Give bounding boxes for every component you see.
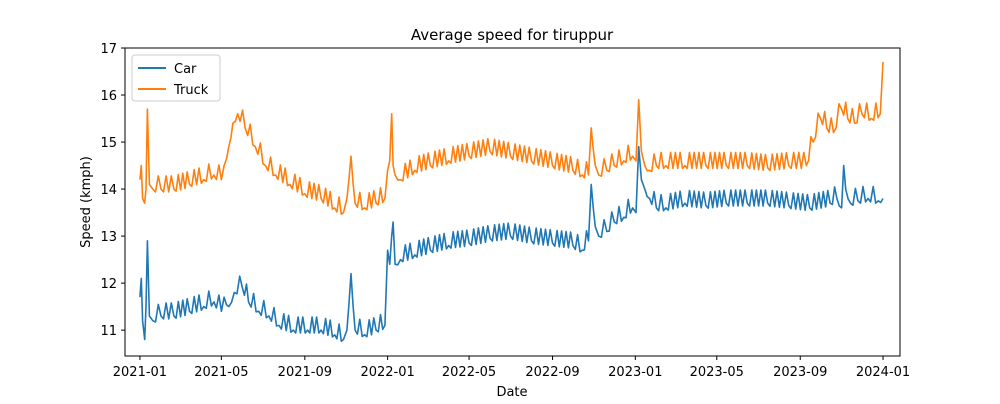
x-tick-label: 2021-09 bbox=[278, 365, 332, 380]
x-tick-label: 2024-01 bbox=[856, 365, 910, 380]
legend: Car Truck bbox=[131, 54, 221, 102]
y-tick-label: 12 bbox=[100, 277, 117, 292]
y-tick-label: 14 bbox=[100, 183, 117, 198]
y-axis-label: Speed (kmph) bbox=[79, 156, 94, 248]
series-line-truck bbox=[139, 62, 884, 215]
x-tick-label: 2022-05 bbox=[442, 365, 496, 380]
y-tick-label: 16 bbox=[100, 89, 117, 104]
x-tick-label: 2021-01 bbox=[113, 365, 167, 380]
x-tick-label: 2022-09 bbox=[525, 365, 579, 380]
x-tick-label: 2023-01 bbox=[608, 365, 662, 380]
y-tick-label: 13 bbox=[100, 230, 117, 245]
legend-label-car: Car bbox=[174, 62, 197, 77]
x-tick-label: 2023-09 bbox=[773, 365, 827, 380]
axes-frame bbox=[124, 47, 901, 357]
x-axis-label: Date bbox=[496, 385, 527, 400]
series-line-car bbox=[139, 145, 884, 343]
plot-area bbox=[139, 62, 884, 343]
y-tick-label: 11 bbox=[100, 324, 117, 339]
legend-label-truck: Truck bbox=[173, 83, 209, 98]
x-tick-label: 2023-05 bbox=[690, 365, 744, 380]
x-tick-label: 2022-01 bbox=[360, 365, 414, 380]
y-tick-label: 17 bbox=[100, 42, 117, 57]
axes: 11 12 13 14 15 16 17 2021-01 2021-05 2021-09 2022-… bbox=[100, 42, 910, 380]
y-tick-label: 15 bbox=[100, 136, 117, 151]
x-tick-label: 2021-05 bbox=[194, 365, 248, 380]
chart-title: Average speed for tiruppur bbox=[411, 26, 614, 44]
